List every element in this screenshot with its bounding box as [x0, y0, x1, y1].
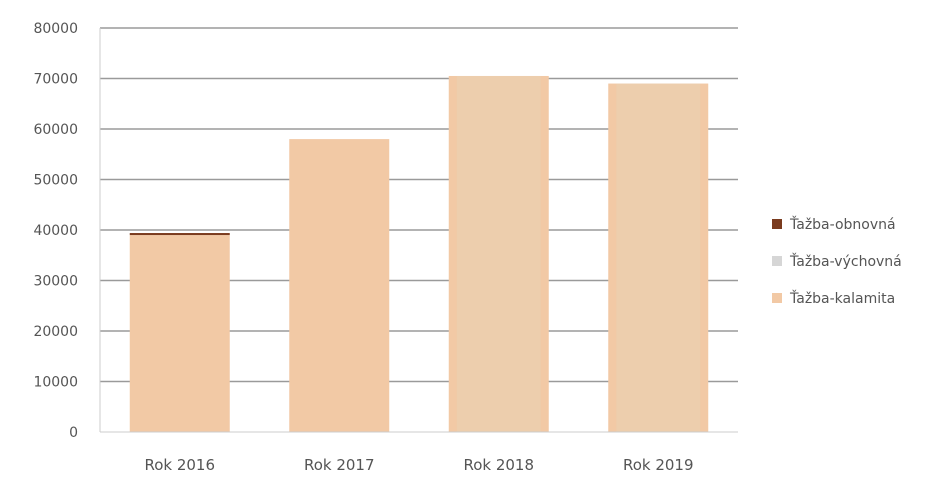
x-tick-label: Rok 2017 [304, 456, 375, 474]
bar--a-ba-obnovn- [129, 233, 230, 236]
y-tick-label: 20000 [33, 324, 78, 340]
bar-overlay [456, 75, 541, 432]
x-tick-label: Rok 2016 [144, 456, 215, 474]
legend-swatch [772, 219, 782, 229]
legend-swatch [772, 293, 782, 303]
legend-swatch [772, 256, 782, 266]
y-tick-label: 40000 [33, 223, 78, 239]
bar-overlay [616, 83, 701, 433]
y-tick-label: 30000 [33, 274, 78, 290]
bars [129, 75, 709, 433]
y-tick-label: 50000 [33, 173, 78, 189]
axes [99, 28, 738, 433]
y-tick-label: 10000 [33, 375, 78, 391]
legend-label: Ťažba-kalamita [789, 290, 895, 307]
y-tick-labels: 0 10000 20000 30000 40000 50000 60000 70000 8000… [33, 21, 78, 441]
x-tick-label: Rok 2019 [623, 456, 694, 474]
y-tick-label: 80000 [33, 21, 78, 37]
y-tick-label: 70000 [33, 72, 78, 88]
y-tick-label: 0 [69, 425, 78, 441]
legend-label: Ťažba-výchovná [789, 253, 902, 270]
bar--a-ba-kalamita [129, 235, 230, 432]
y-tick-label: 60000 [33, 122, 78, 138]
x-tick-labels: Rok 2016 Rok 2017 Rok 2018 Rok 2019 [144, 456, 693, 474]
bar--a-ba-kalamita [289, 139, 390, 432]
legend: Ťažba-obnovná Ťažba-výchovná Ťažba-kalamit… [772, 216, 902, 307]
legend-label: Ťažba-obnovná [789, 216, 896, 233]
x-tick-label: Rok 2018 [463, 456, 534, 474]
